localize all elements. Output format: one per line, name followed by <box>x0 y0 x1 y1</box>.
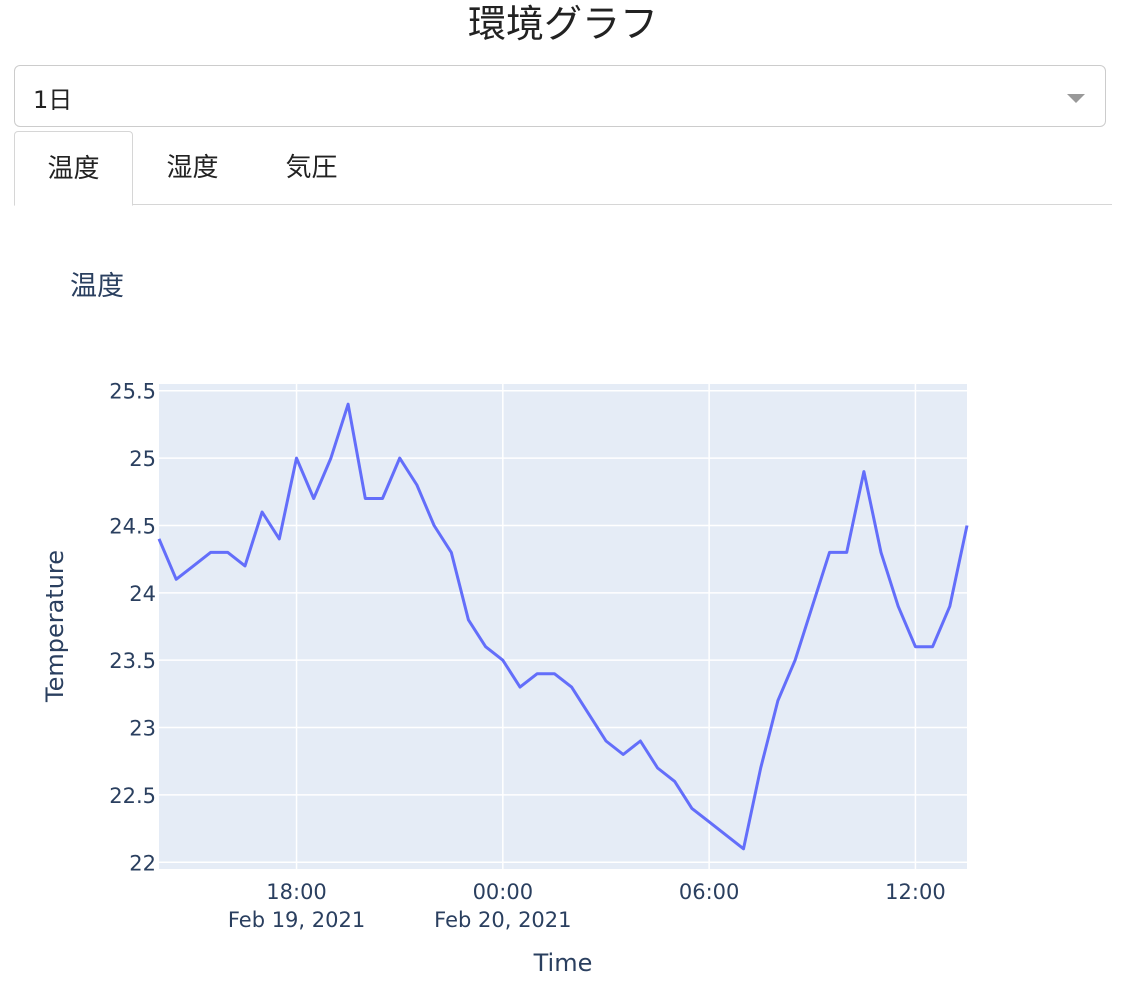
range-dropdown-value: 1日 <box>33 86 73 114</box>
y-tick-labels: 22 22.5 23 23.5 24 24.5 25 25.5 <box>109 380 156 876</box>
range-dropdown[interactable]: 1日 <box>14 65 1106 127</box>
chart-container: 温度 22 22.5 23 23.5 24 24.5 25 25.5 18:00 Feb 19,… <box>0 205 1126 989</box>
y-tick-label: 25.5 <box>109 380 156 404</box>
y-tick-label: 23 <box>129 717 156 741</box>
temperature-chart[interactable]: 温度 22 22.5 23 23.5 24 24.5 25 25.5 18:00 Feb 19,… <box>0 205 1126 989</box>
tab-pressure[interactable]: 気圧 <box>285 153 338 183</box>
y-tick-label: 24.5 <box>109 514 156 538</box>
plot-area[interactable] <box>159 384 967 869</box>
x-tick-label: 12:00 <box>885 880 946 904</box>
y-tick-label: 22.5 <box>109 784 156 808</box>
x-tick-label: 06:00 <box>679 880 740 904</box>
x-tick-labels: 18:00 Feb 19, 2021 00:00 Feb 20, 2021 06:00 1… <box>228 880 946 932</box>
x-tick-date-label: Feb 19, 2021 <box>228 908 365 932</box>
y-axis-label: Temperature <box>41 550 69 703</box>
y-tick-label: 24 <box>129 582 156 606</box>
chevron-down-icon[interactable] <box>1067 94 1085 103</box>
x-tick-label: 00:00 <box>473 880 534 904</box>
y-tick-label: 23.5 <box>109 649 156 673</box>
x-tick-label: 18:00 <box>266 880 327 904</box>
tab-temperature[interactable]: 温度 <box>14 131 133 206</box>
chart-title: 温度 <box>70 271 124 302</box>
y-tick-label: 25 <box>129 447 156 471</box>
x-axis-label: Time <box>533 949 593 977</box>
page-title: 環境グラフ <box>467 2 658 46</box>
tab-bar: 温度 湿度 気圧 <box>14 131 1112 206</box>
x-gridlines <box>295 384 917 869</box>
y-gridlines <box>159 389 967 864</box>
series-line[interactable] <box>157 402 969 851</box>
y-tick-label: 22 <box>129 851 156 875</box>
x-tick-date-label: Feb 20, 2021 <box>434 908 571 932</box>
tab-humidity[interactable]: 湿度 <box>166 153 219 183</box>
